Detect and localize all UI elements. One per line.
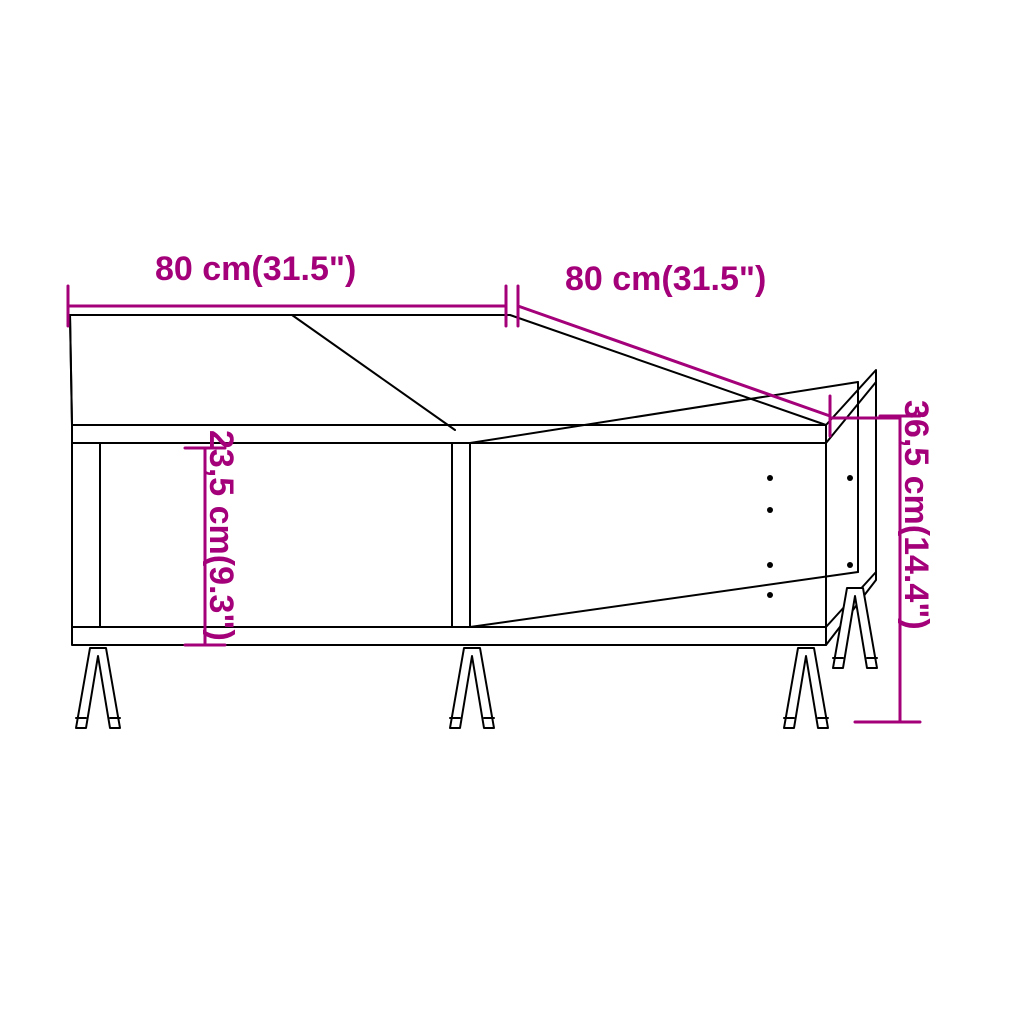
dimension-height-label: 36,5 cm(14.4") — [896, 400, 935, 630]
dimension-depth-label: 80 cm(31.5") — [565, 260, 766, 299]
dimension-shelf-label: 23,5 cm(9.3") — [201, 430, 240, 641]
diagram-stage: 80 cm(31.5") 80 cm(31.5") 36,5 cm(14.4")… — [0, 0, 1024, 1024]
dimension-width-label: 80 cm(31.5") — [155, 250, 356, 289]
line-drawing — [0, 0, 1024, 1024]
